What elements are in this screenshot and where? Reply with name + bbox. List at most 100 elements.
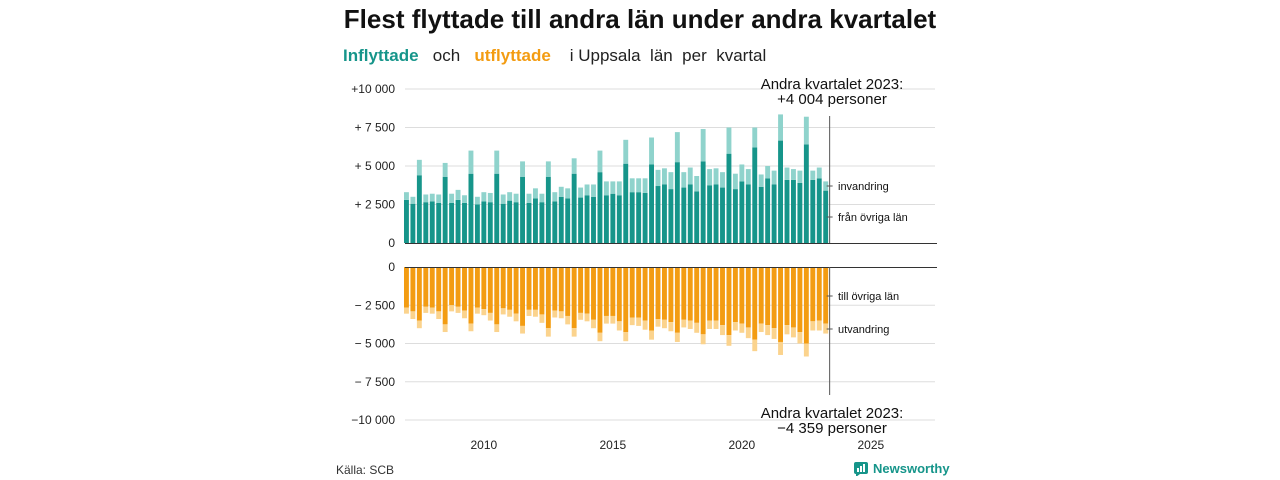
bar-inflyttade-ovriga-lan <box>449 202 455 243</box>
bar-utvandring <box>803 343 809 357</box>
bar-invandring <box>745 169 751 185</box>
bar-utflyttade-ovriga-lan <box>771 267 777 329</box>
bar-utvandring <box>732 322 738 331</box>
bar-invandring <box>816 167 822 179</box>
bar-utvandring <box>481 309 487 316</box>
bar-invandring <box>739 164 745 182</box>
bar-utflyttade-ovriga-lan <box>713 267 719 321</box>
bar-invandring <box>404 192 409 200</box>
bar-utflyttade-ovriga-lan <box>668 267 674 323</box>
x-tick-label: 2010 <box>470 438 497 452</box>
bar-inflyttade-ovriga-lan <box>681 187 687 243</box>
bar-invandring <box>610 181 616 194</box>
chart-subtitle: Inflyttade och utflyttade i Uppsala län … <box>343 46 766 66</box>
bar-inflyttade-ovriga-lan <box>687 184 693 243</box>
bar-utvandring <box>636 317 642 326</box>
bar-utvandring <box>487 312 493 321</box>
annotation-top-line1: Andra kvartalet 2023: <box>761 76 904 93</box>
bar-inflyttade-ovriga-lan <box>552 201 558 243</box>
bar-inflyttade-ovriga-lan <box>636 192 642 243</box>
bar-utflyttade-ovriga-lan <box>674 267 680 333</box>
bar-inflyttade-ovriga-lan <box>623 163 629 243</box>
bar-utflyttade-ovriga-lan <box>649 267 654 331</box>
bar-inflyttade-ovriga-lan <box>494 173 500 243</box>
segment-label-till-ovriga-lan: till övriga län <box>838 291 899 303</box>
bar-utflyttade-ovriga-lan <box>745 267 751 328</box>
bar-utflyttade-ovriga-lan <box>687 267 693 321</box>
brand-logo: Newsworthy <box>854 461 950 476</box>
bar-utvandring <box>436 311 442 320</box>
bar-utvandring <box>410 311 416 320</box>
bar-utvandring <box>662 319 667 329</box>
bar-invandring <box>713 168 719 185</box>
bar-utvandring <box>591 319 596 329</box>
bar-utvandring <box>642 320 648 330</box>
bar-utflyttade-ovriga-lan <box>816 267 822 321</box>
y-tick-label-bottom: 0 <box>388 260 395 274</box>
source-label: Källa: SCB <box>336 463 395 477</box>
bar-utflyttade-ovriga-lan <box>468 267 474 324</box>
bar-invandring <box>752 127 758 148</box>
bar-inflyttade-ovriga-lan <box>442 176 448 243</box>
bar-invandring <box>449 193 455 203</box>
bar-utflyttade-ovriga-lan <box>533 267 538 310</box>
bar-utvandring <box>629 317 635 326</box>
bar-inflyttade-ovriga-lan <box>726 153 732 243</box>
bar-inflyttade-ovriga-lan <box>745 184 751 243</box>
bar-utvandring <box>526 309 532 316</box>
bar-utflyttade-ovriga-lan <box>474 267 480 308</box>
bar-inflyttade-ovriga-lan <box>752 147 758 243</box>
bar-inflyttade-ovriga-lan <box>533 198 538 243</box>
bar-utflyttade-ovriga-lan <box>707 267 713 321</box>
bar-inflyttade-ovriga-lan <box>481 201 487 243</box>
bar-invandring <box>578 187 584 198</box>
bar-utflyttade-ovriga-lan <box>494 267 500 325</box>
bar-invandring <box>642 178 648 193</box>
bar-utvandring <box>739 323 745 333</box>
bar-utvandring <box>603 315 609 324</box>
bar-inflyttade-ovriga-lan <box>416 175 422 243</box>
bar-utvandring <box>571 328 577 337</box>
bar-utvandring <box>810 321 816 331</box>
bar-invandring <box>416 159 422 176</box>
bar-utflyttade-ovriga-lan <box>720 267 725 326</box>
bar-utvandring <box>713 320 719 329</box>
bar-utvandring <box>700 334 706 345</box>
bar-utflyttade-ovriga-lan <box>507 267 513 310</box>
bar-utflyttade-ovriga-lan <box>500 267 506 309</box>
bar-utvandring <box>720 325 725 336</box>
segment-label-fran-ovriga-lan: från övriga län <box>838 212 908 224</box>
subtitle-inflyttade: Inflyttade <box>343 46 419 65</box>
bar-utvandring <box>758 323 764 333</box>
bar-invandring <box>565 188 571 199</box>
bar-invandring <box>597 150 603 173</box>
bar-inflyttade-ovriga-lan <box>707 185 713 243</box>
bar-inflyttade-ovriga-lan <box>700 161 706 243</box>
bar-utvandring <box>520 325 525 334</box>
bar-invandring <box>778 114 783 141</box>
bar-inflyttade-ovriga-lan <box>487 202 493 243</box>
bar-utvandring <box>565 315 571 325</box>
bar-inflyttade-ovriga-lan <box>810 179 816 243</box>
bar-inflyttade-ovriga-lan <box>565 198 571 243</box>
bar-inflyttade-ovriga-lan <box>545 176 551 243</box>
bar-utvandring <box>687 320 693 329</box>
y-tick-label-bottom: − 7 500 <box>355 375 396 389</box>
y-tick-label-top: + 2 500 <box>355 198 396 212</box>
bar-utvandring <box>765 325 771 336</box>
y-tick-label-top: +10 000 <box>351 82 395 96</box>
bar-inflyttade-ovriga-lan <box>803 144 809 243</box>
bar-utvandring <box>745 327 751 339</box>
bar-invandring <box>571 158 577 174</box>
bar-inflyttade-ovriga-lan <box>410 203 416 243</box>
bar-utvandring <box>429 307 435 314</box>
bar-utflyttade-ovriga-lan <box>778 267 783 342</box>
bar-invandring <box>784 167 790 180</box>
bar-utvandring <box>513 313 519 322</box>
bar-inflyttade-ovriga-lan <box>649 164 654 243</box>
bar-inflyttade-ovriga-lan <box>526 202 532 243</box>
bar-invandring <box>732 173 738 190</box>
bar-invandring <box>558 186 564 197</box>
y-tick-label-top: + 5 000 <box>355 159 396 173</box>
bar-invandring <box>629 178 635 193</box>
